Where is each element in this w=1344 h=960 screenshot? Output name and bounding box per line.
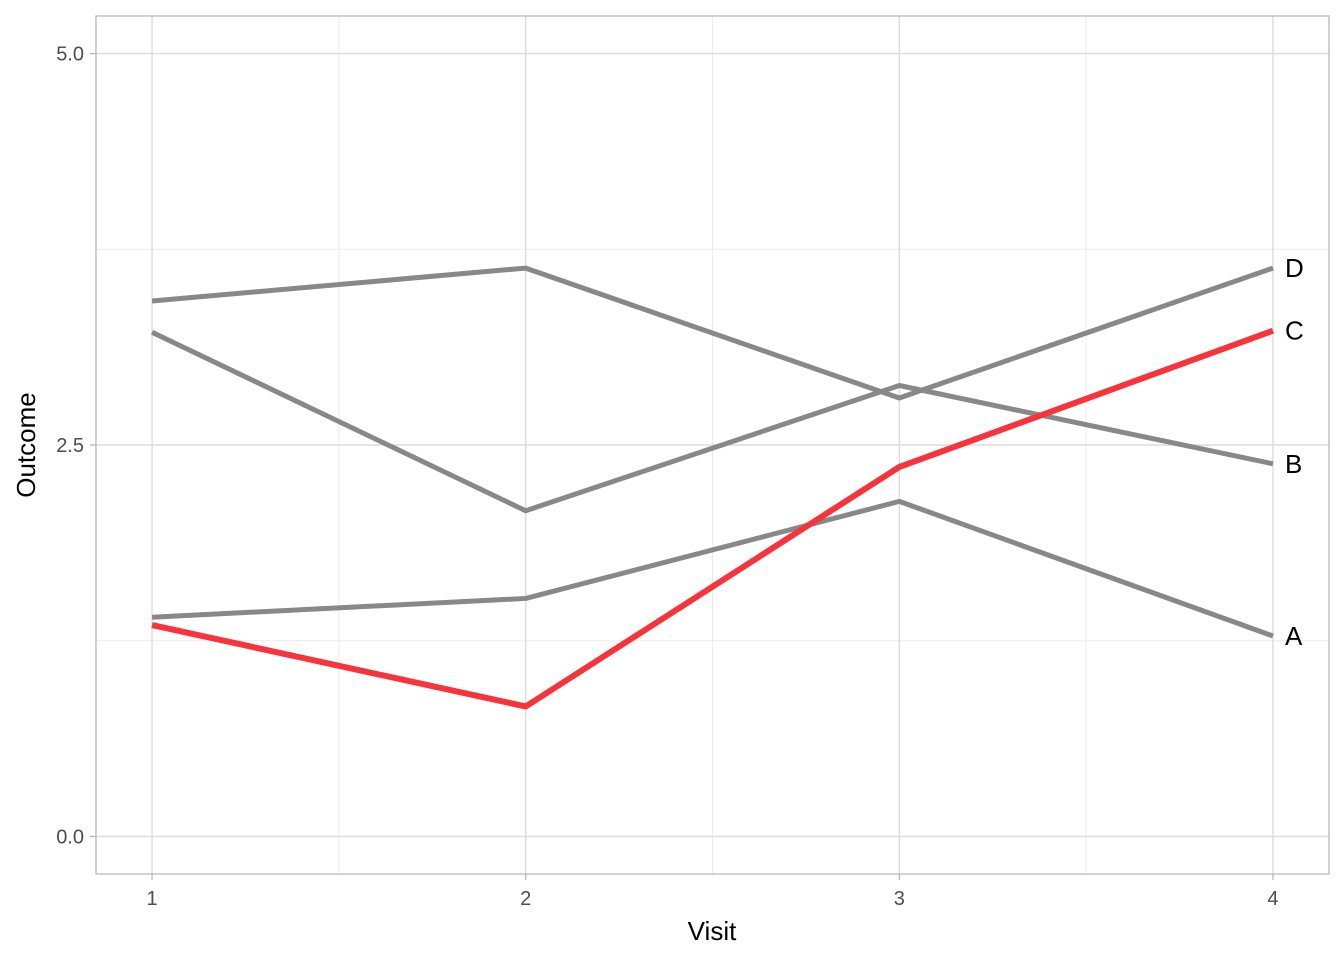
series-end-labels: A B D C <box>1285 253 1304 651</box>
grid-lines <box>96 16 1329 874</box>
series-line-c <box>151 327 1274 710</box>
x-axis-title: Visit <box>688 916 737 946</box>
series-line-b <box>150 330 1274 514</box>
x-axis-ticks: 1 2 3 4 <box>146 874 1279 910</box>
y-axis-ticks: 0.0 2.5 5.0 <box>56 44 96 848</box>
series-label-a: A <box>1285 621 1303 651</box>
y-tick-label: 5.0 <box>56 44 84 66</box>
series-label-b: B <box>1285 449 1302 479</box>
series-label-c: C <box>1285 316 1304 346</box>
y-tick-label: 0.0 <box>56 826 84 848</box>
series-line-d <box>151 265 1274 401</box>
series-line-a <box>151 498 1274 639</box>
x-tick-label: 2 <box>520 888 531 910</box>
x-tick-label: 1 <box>146 888 157 910</box>
x-tick-label: 4 <box>1267 888 1278 910</box>
y-axis-title: Outcome <box>11 392 41 498</box>
x-tick-label: 3 <box>894 888 905 910</box>
series-label-d: D <box>1285 253 1304 283</box>
y-tick-label: 2.5 <box>56 435 84 457</box>
series-lines <box>150 265 1274 710</box>
